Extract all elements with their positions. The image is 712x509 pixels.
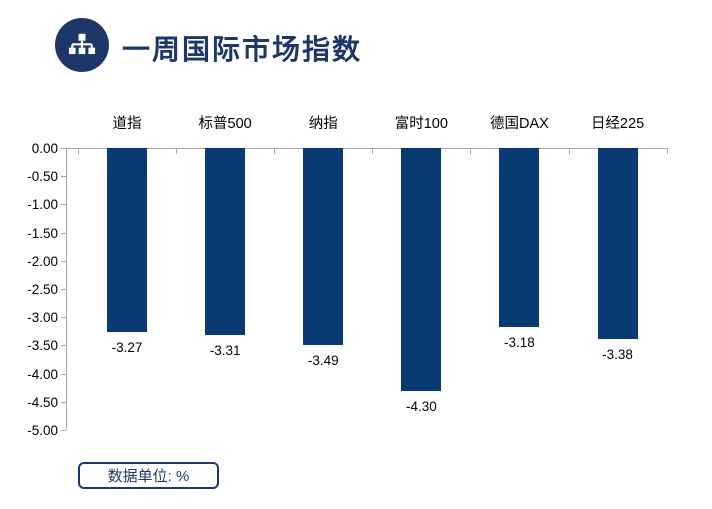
unit-badge-label: 数据单位: % <box>107 468 190 485</box>
y-axis-tick-label: -1.50 <box>27 225 58 241</box>
x-axis-tick-mark <box>568 149 570 154</box>
y-axis-tick-mark <box>61 289 66 290</box>
y-axis-tick-label: -1.00 <box>27 197 58 213</box>
category-label: 日经225 <box>590 116 645 132</box>
y-axis-tick-label: -5.00 <box>27 423 58 438</box>
x-axis-tick-mark <box>470 149 472 154</box>
category-label: 德国DAX <box>490 116 549 132</box>
value-label: -3.18 <box>504 335 535 351</box>
y-axis-tick-label: -0.50 <box>27 169 58 185</box>
y-axis-tick-label: -4.00 <box>27 366 58 382</box>
bar <box>205 148 246 335</box>
y-axis-tick-label: -2.50 <box>27 282 58 297</box>
category-label: 标普500 <box>198 116 252 132</box>
y-axis-tick-mark <box>61 260 66 262</box>
x-axis-tick-mark <box>78 149 79 154</box>
category-label: 富时100 <box>394 116 448 132</box>
y-axis-tick-mark <box>61 204 66 206</box>
value-label: -3.31 <box>209 342 241 358</box>
page-title: 一周国际市场指数 <box>122 34 363 65</box>
value-label: -3.49 <box>307 352 339 368</box>
y-axis-tick-label: 0.00 <box>31 141 58 156</box>
x-axis-tick-mark <box>274 149 276 154</box>
y-axis-tick-mark <box>61 430 66 431</box>
y-axis-tick-label: -4.50 <box>27 394 58 410</box>
bar <box>401 148 442 391</box>
y-axis-tick-mark <box>61 401 66 403</box>
category-label: 道指 <box>112 116 142 132</box>
x-axis-line <box>66 148 668 149</box>
unit-badge: 数据单位: % <box>78 462 219 489</box>
y-axis-tick-mark <box>61 232 66 234</box>
category-label: 纳指 <box>308 116 338 132</box>
y-axis-tick-label: -3.00 <box>27 310 58 326</box>
y-axis-tick-label: -3.50 <box>27 338 58 354</box>
y-axis-tick-mark <box>61 373 66 375</box>
value-label: -4.30 <box>405 398 437 414</box>
sitemap-icon <box>55 18 109 72</box>
y-axis-tick-mark <box>61 345 66 347</box>
x-axis-tick-mark <box>666 149 668 154</box>
y-axis-tick-mark <box>61 317 66 319</box>
bar <box>597 148 638 339</box>
x-axis-tick-mark <box>372 149 374 154</box>
y-axis-tick-mark <box>61 148 66 149</box>
bar <box>499 148 540 328</box>
y-axis-tick-label: -2.00 <box>27 253 58 269</box>
y-axis-tick-mark <box>61 176 66 178</box>
y-axis-line <box>66 148 67 430</box>
bar <box>107 148 148 333</box>
x-axis-tick-mark <box>176 149 178 154</box>
value-label: -3.27 <box>111 340 143 356</box>
sitemap-icon-glyph <box>68 33 96 55</box>
bar <box>303 148 344 345</box>
value-label: -3.38 <box>602 346 633 362</box>
